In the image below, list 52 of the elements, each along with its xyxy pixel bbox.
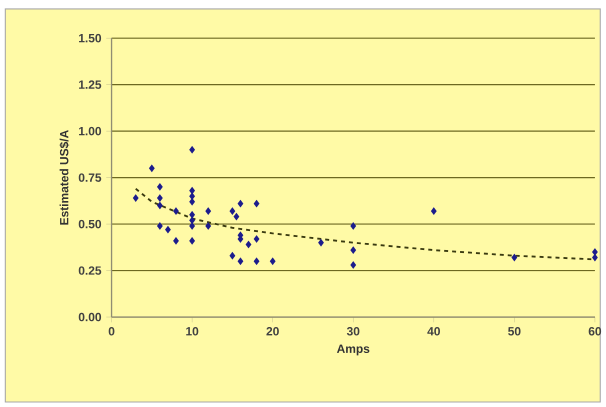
point [592, 248, 598, 256]
point [230, 252, 236, 260]
y-tick-label: 0.50 [78, 220, 102, 228]
point [318, 238, 324, 246]
y-tick-label: 0.00 [78, 312, 102, 322]
point [157, 222, 163, 230]
x-tick-label: 60 [588, 326, 602, 336]
point [350, 246, 356, 254]
point [205, 222, 212, 230]
point [173, 207, 179, 215]
point [157, 183, 163, 190]
y-tick-label: 1.00 [79, 126, 102, 136]
point [246, 240, 252, 248]
x-tick-label: 10 [186, 326, 198, 336]
x-tick-label: 50 [508, 326, 521, 336]
x-tick-label: 30 [346, 326, 360, 336]
point [189, 236, 195, 244]
x-tick-label: 20 [266, 326, 279, 336]
point [205, 207, 212, 215]
point [430, 207, 437, 215]
point [189, 146, 195, 154]
point [157, 194, 163, 202]
y-tick-label: 1.25 [79, 80, 102, 89]
point [234, 212, 240, 220]
point [148, 164, 155, 172]
point [592, 254, 598, 262]
point [132, 194, 139, 202]
point [238, 200, 244, 208]
x-tick-label: 40 [427, 326, 440, 336]
point [512, 254, 518, 262]
y-tick-label: 0.75 [78, 173, 102, 182]
point [189, 186, 195, 194]
point [254, 257, 260, 265]
point [350, 261, 356, 269]
point [173, 236, 179, 244]
y-tick-label: 1.50 [79, 34, 102, 42]
point [254, 200, 260, 208]
point [157, 202, 163, 210]
point [270, 257, 276, 265]
point [254, 235, 260, 243]
y-axis-title: Estimated US$/A [59, 130, 70, 224]
x-tick-label: 0 [108, 326, 114, 336]
point [189, 210, 195, 218]
point [189, 222, 195, 230]
point [350, 222, 356, 230]
x-axis-title: Amps [336, 344, 370, 356]
point [238, 257, 244, 265]
point [189, 198, 195, 206]
point [165, 226, 171, 234]
y-tick-label: 0.25 [78, 266, 102, 275]
point [230, 207, 236, 215]
point [189, 192, 195, 200]
